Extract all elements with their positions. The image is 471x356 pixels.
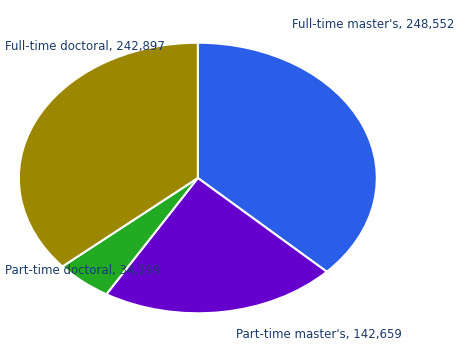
Wedge shape	[19, 43, 198, 267]
Wedge shape	[106, 178, 327, 313]
Text: Part-time doctoral, 34,199: Part-time doctoral, 34,199	[5, 264, 160, 277]
Text: Full-time doctoral, 242,897: Full-time doctoral, 242,897	[5, 40, 164, 53]
Text: Part-time master's, 142,659: Part-time master's, 142,659	[236, 328, 401, 341]
Wedge shape	[63, 178, 198, 294]
Wedge shape	[198, 43, 377, 272]
Text: Full-time master's, 248,552: Full-time master's, 248,552	[292, 19, 455, 31]
